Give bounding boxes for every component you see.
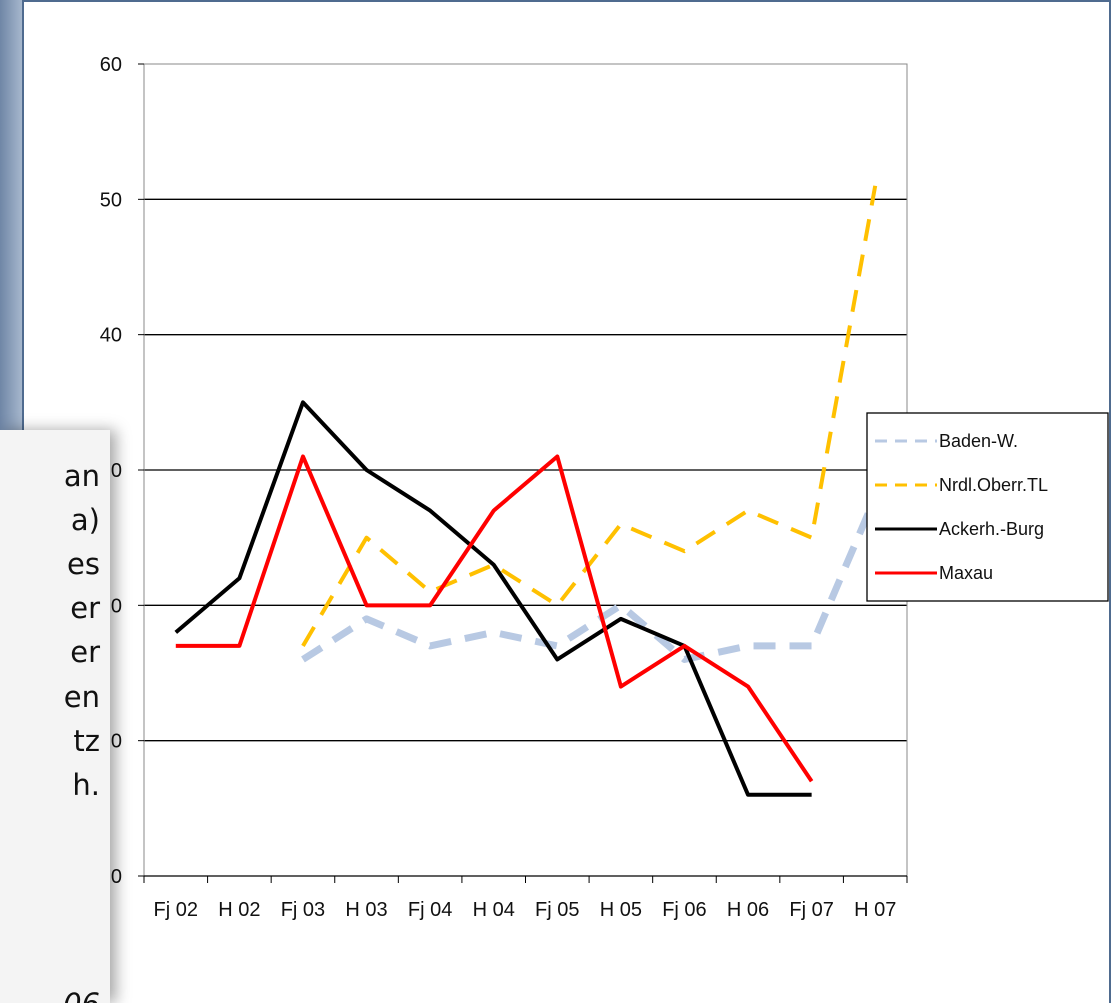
x-tick-label: H 06	[727, 899, 769, 921]
card-text-line: h.	[72, 768, 100, 802]
x-tick-label: H 03	[345, 899, 387, 921]
x-tick-label: H 04	[473, 899, 515, 921]
x-tick-label: H 07	[854, 899, 896, 921]
legend-box	[866, 412, 1109, 602]
gridlines	[144, 198, 907, 742]
x-tick-label: Fj 02	[154, 899, 198, 921]
x-tick-label: Fj 04	[408, 899, 452, 921]
card-text-line: an	[63, 459, 100, 493]
x-tick-label: Fj 06	[662, 899, 706, 921]
x-tick-label: H 02	[218, 899, 260, 921]
card-text-line: tz	[73, 724, 100, 758]
legend-label: Ackerh.-Burg	[939, 519, 1044, 539]
card-text-line: 06	[63, 990, 100, 1003]
legend-label: Baden-W.	[939, 431, 1018, 451]
y-tick-label: 50	[100, 189, 122, 211]
x-tick-label: Fj 07	[789, 899, 833, 921]
card-text-line: er	[70, 635, 100, 669]
card-text-line: en	[63, 680, 100, 714]
chart-panel: 0 10 20 30 40 50 60 Fj 02 H 02 Fj 03 H 03 Fj 04 H 04…	[24, 2, 1109, 1003]
series-line-3	[175, 454, 814, 783]
x-tick-label: Fj 03	[281, 899, 325, 921]
y-tick-label: 60	[100, 54, 122, 76]
background-strip	[0, 0, 22, 430]
card-text-line: er	[70, 591, 100, 625]
x-tick-label: Fj 05	[535, 899, 579, 921]
legend: Baden-W. Nrdl.Oberr.TL Ackerh.-Burg Maxau	[866, 412, 1109, 602]
x-tick-label: H 05	[600, 899, 642, 921]
y-tick-label: 0	[111, 866, 122, 888]
series-lines	[174, 185, 879, 797]
series-line-2	[174, 400, 812, 797]
legend-label: Nrdl.Oberr.TL	[939, 475, 1048, 495]
card-text-line: es	[67, 547, 100, 581]
legend-label: Maxau	[939, 563, 993, 583]
series-line-0	[301, 495, 879, 663]
y-tick-label: 40	[100, 325, 122, 347]
card-text-line: a)	[70, 503, 100, 537]
partial-text-card: an a) es er er en tz h. 06	[0, 430, 110, 1003]
